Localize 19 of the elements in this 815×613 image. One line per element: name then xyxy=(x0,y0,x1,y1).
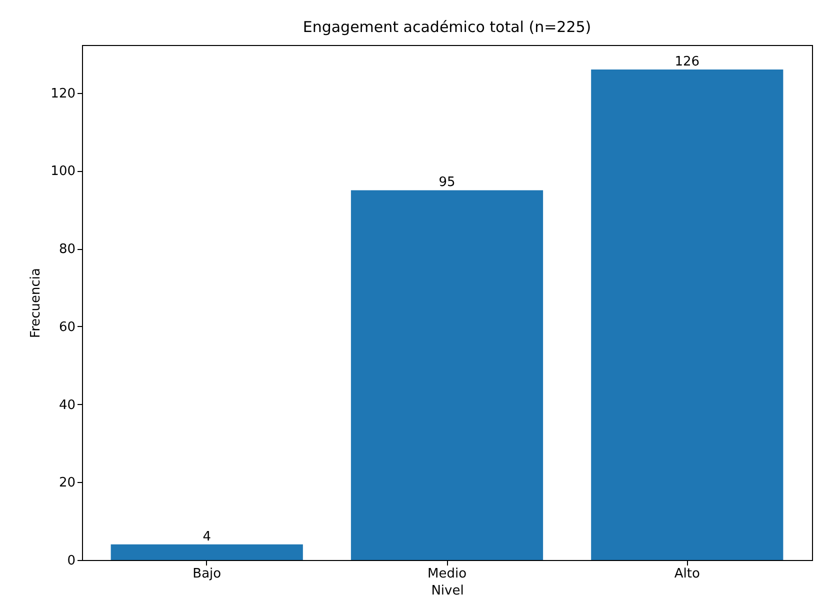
data-label: 126 xyxy=(674,54,700,70)
y-tick-label: 100 xyxy=(50,164,76,180)
x-axis-title: Nivel xyxy=(431,584,464,598)
y-tick-label: 40 xyxy=(58,398,76,413)
bar xyxy=(591,70,784,560)
y-tick-label: 60 xyxy=(58,320,76,335)
chart-title: Engagement académico total (n=225) xyxy=(302,18,592,36)
y-axis-title: Frecuencia xyxy=(28,268,44,338)
y-tick-label: 80 xyxy=(58,242,76,258)
y-tick-label: 0 xyxy=(67,554,76,568)
y-tick-label: 20 xyxy=(58,476,76,491)
data-label: 95 xyxy=(438,175,456,190)
y-tick-label: 120 xyxy=(50,86,76,102)
x-tick-label: Bajo xyxy=(192,566,222,582)
bar xyxy=(350,190,544,560)
bar xyxy=(110,544,303,560)
x-tick-label: Medio xyxy=(427,566,467,582)
x-tick-label: Alto xyxy=(674,566,700,582)
data-label: 4 xyxy=(202,529,212,544)
